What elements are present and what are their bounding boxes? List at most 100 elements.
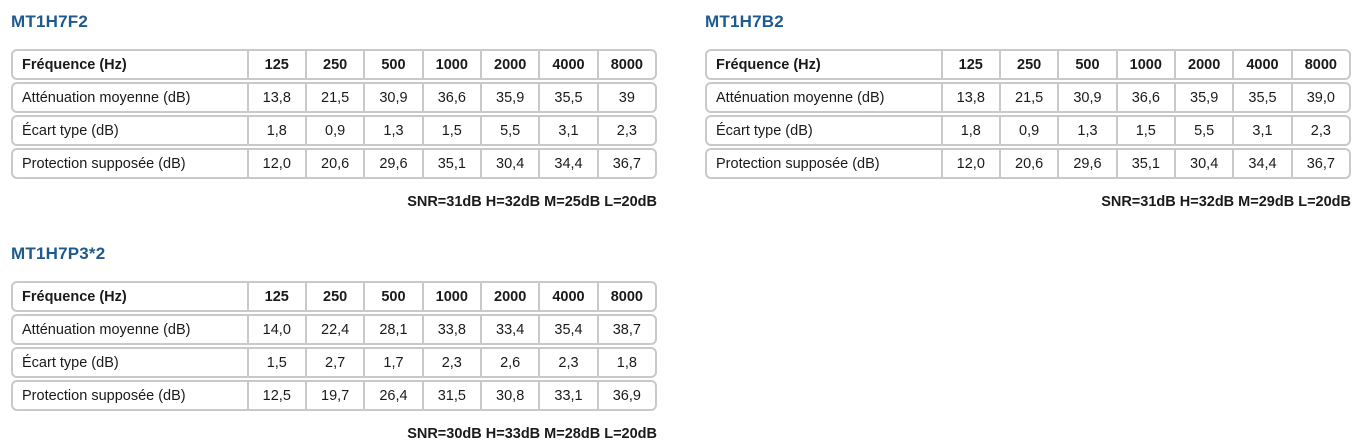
table-cell: 1,5	[1115, 117, 1174, 144]
table-cell: 38,7	[596, 316, 655, 343]
table-title: MT1H7B2	[705, 12, 784, 31]
table-cell: 5,5	[1173, 117, 1232, 144]
table-row: Atténuation moyenne (dB) 13,8 21,5 30,9 …	[705, 82, 1351, 113]
table-title: MT1H7F2	[11, 12, 88, 31]
table-row: Protection supposée (dB) 12,0 20,6 29,6 …	[705, 148, 1351, 179]
table-cell: 26,4	[363, 382, 421, 409]
table-cell: 35,5	[1232, 84, 1290, 111]
table-cell: 28,1	[363, 316, 421, 343]
header-cell: 1000	[421, 283, 480, 310]
table-header-row: Fréquence (Hz) 125 250 500 1000 2000 400…	[705, 49, 1351, 80]
table-cell: 12,5	[246, 382, 305, 409]
table-cell: 35,1	[1115, 150, 1174, 177]
table-cell: 35,4	[538, 316, 596, 343]
table-cell: 30,9	[1057, 84, 1115, 111]
attenuation-table: Fréquence (Hz) 125 250 500 1000 2000 400…	[11, 281, 657, 413]
header-cell: Fréquence (Hz)	[716, 56, 821, 73]
header-cell: 125	[246, 283, 305, 310]
table-cell: 36,7	[596, 150, 655, 177]
header-cell: 250	[304, 283, 363, 310]
table-cell: 2,3	[1290, 117, 1349, 144]
header-cell: 2000	[479, 51, 538, 78]
table-header-row: Fréquence (Hz) 125 250 500 1000 2000 400…	[11, 49, 657, 80]
table-cell: 1,3	[363, 117, 421, 144]
table-row: Protection supposée (dB) 12,5 19,7 26,4 …	[11, 380, 657, 411]
table-title: MT1H7P3*2	[11, 244, 106, 263]
header-cell: 4000	[538, 51, 596, 78]
table-cell: 30,9	[363, 84, 421, 111]
header-cell: 8000	[596, 283, 655, 310]
table-cell: 39	[596, 84, 655, 111]
table-cell: 35,9	[1173, 84, 1232, 111]
table-cell: 34,4	[538, 150, 596, 177]
header-cell: 125	[246, 51, 305, 78]
table-cell: 36,7	[1290, 150, 1349, 177]
row-label: Protection supposée (dB)	[716, 155, 880, 172]
table-cell: 36,6	[1115, 84, 1174, 111]
table-cell: 2,3	[538, 349, 596, 376]
row-label: Protection supposée (dB)	[22, 155, 186, 172]
table-cell: 1,8	[246, 117, 305, 144]
table-cell: 33,4	[479, 316, 538, 343]
header-cell: 1000	[421, 51, 480, 78]
row-label: Atténuation moyenne (dB)	[22, 321, 191, 338]
row-label: Atténuation moyenne (dB)	[716, 89, 885, 106]
snr-rating: SNR=30dB H=33dB M=28dB L=20dB	[407, 426, 657, 442]
table-cell: 30,4	[479, 150, 538, 177]
table-cell: 12,0	[246, 150, 305, 177]
table-cell: 29,6	[363, 150, 421, 177]
table-cell: 1,5	[421, 117, 480, 144]
table-cell: 1,8	[596, 349, 655, 376]
table-cell: 5,5	[479, 117, 538, 144]
table-row: Protection supposée (dB) 12,0 20,6 29,6 …	[11, 148, 657, 179]
table-cell: 0,9	[304, 117, 363, 144]
snr-rating: SNR=31dB H=32dB M=25dB L=20dB	[407, 194, 657, 210]
table-cell: 35,5	[538, 84, 596, 111]
header-cell: Fréquence (Hz)	[22, 288, 127, 305]
table-cell: 21,5	[998, 84, 1057, 111]
table-cell: 14,0	[246, 316, 305, 343]
table-cell: 34,4	[1232, 150, 1290, 177]
table-cell: 12,0	[940, 150, 999, 177]
header-cell: 500	[363, 51, 421, 78]
table-cell: 2,3	[596, 117, 655, 144]
table-cell: 20,6	[998, 150, 1057, 177]
table-cell: 0,9	[998, 117, 1057, 144]
table-cell: 36,9	[596, 382, 655, 409]
table-cell: 31,5	[421, 382, 480, 409]
table-header-row: Fréquence (Hz) 125 250 500 1000 2000 400…	[11, 281, 657, 312]
table-cell: 2,6	[479, 349, 538, 376]
table-block-mt1h7f2: MT1H7F2 Fréquence (Hz) 125 250 500 1000 …	[11, 12, 657, 212]
table-row: Écart type (dB) 1,8 0,9 1,3 1,5 5,5 3,1 …	[11, 115, 657, 146]
table-row: Écart type (dB) 1,8 0,9 1,3 1,5 5,5 3,1 …	[705, 115, 1351, 146]
table-cell: 30,8	[479, 382, 538, 409]
table-cell: 19,7	[304, 382, 363, 409]
attenuation-table: Fréquence (Hz) 125 250 500 1000 2000 400…	[705, 49, 1351, 181]
table-cell: 21,5	[304, 84, 363, 111]
table-cell: 33,1	[538, 382, 596, 409]
header-cell: 4000	[1232, 51, 1290, 78]
header-cell: 2000	[1173, 51, 1232, 78]
table-block-mt1h7b2: MT1H7B2 Fréquence (Hz) 125 250 500 1000 …	[705, 12, 1351, 212]
table-cell: 36,6	[421, 84, 480, 111]
row-label: Écart type (dB)	[22, 354, 119, 371]
header-cell: 8000	[1290, 51, 1349, 78]
table-cell: 2,7	[304, 349, 363, 376]
table-cell: 33,8	[421, 316, 480, 343]
table-block-mt1h7p3: MT1H7P3*2 Fréquence (Hz) 125 250 500 100…	[11, 244, 657, 444]
header-cell: 2000	[479, 283, 538, 310]
header-cell: 8000	[596, 51, 655, 78]
header-cell: Fréquence (Hz)	[22, 56, 127, 73]
table-row: Atténuation moyenne (dB) 13,8 21,5 30,9 …	[11, 82, 657, 113]
table-cell: 3,1	[538, 117, 596, 144]
row-label: Écart type (dB)	[716, 122, 813, 139]
row-label: Atténuation moyenne (dB)	[22, 89, 191, 106]
header-cell: 125	[940, 51, 999, 78]
table-cell: 29,6	[1057, 150, 1115, 177]
table-row: Atténuation moyenne (dB) 14,0 22,4 28,1 …	[11, 314, 657, 345]
table-cell: 30,4	[1173, 150, 1232, 177]
header-cell: 500	[1057, 51, 1115, 78]
table-cell: 35,9	[479, 84, 538, 111]
table-cell: 1,7	[363, 349, 421, 376]
table-cell: 3,1	[1232, 117, 1290, 144]
